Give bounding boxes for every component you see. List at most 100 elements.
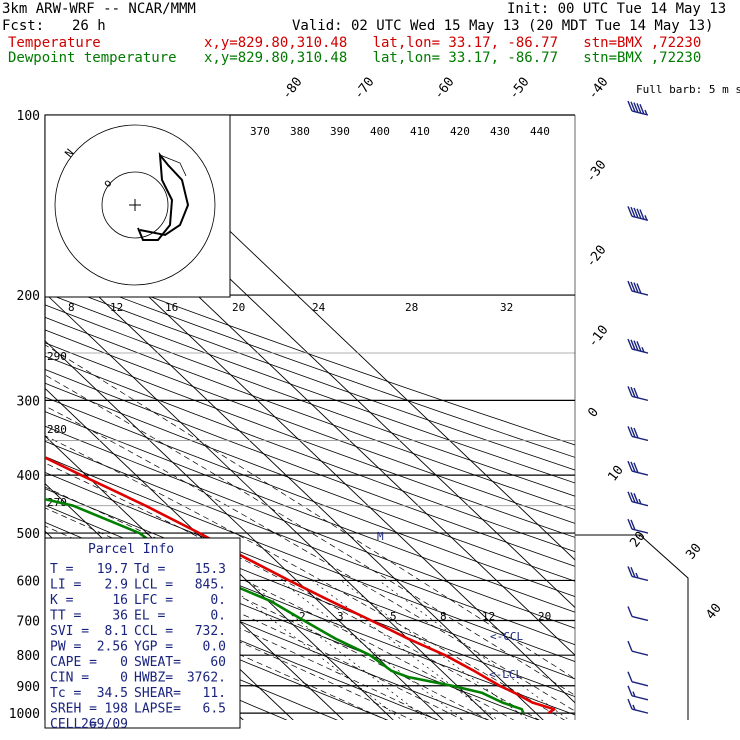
pressure-tick-label: 400	[17, 469, 40, 484]
wind-barb	[627, 566, 649, 582]
parcel-row-label: CCL =	[134, 624, 173, 639]
parcel-row-label: EL =	[134, 609, 165, 624]
dry-adiabat-line	[45, 304, 575, 497]
parcel-box-title: Parcel Info	[88, 542, 174, 557]
dry-adiabat-line	[45, 456, 575, 663]
wind-scale-label: 24	[312, 301, 326, 314]
wind-barb-flag	[627, 338, 633, 350]
wind-barb-flag	[636, 283, 642, 294]
parcel-row-label: YGP =	[134, 640, 173, 655]
hodograph: No	[44, 114, 231, 298]
wind-scale-label: 8	[68, 301, 75, 314]
parcel-row-value: 0	[120, 671, 128, 686]
parcel-row-label: CIN =	[50, 671, 89, 686]
pressure-tick-label: 1000	[9, 707, 40, 722]
parcel-info-box: Parcel Info T = 19.7 Td = 15.3 LI = 2.9 LCL = 84…	[44, 537, 241, 732]
parcel-row-label: SVI =	[50, 624, 89, 639]
pressure-tick-label: 500	[17, 527, 40, 542]
dry-adiabat-line	[45, 396, 575, 597]
wind-barb-flag	[627, 280, 633, 292]
wind-barb	[627, 206, 649, 222]
theta-label: 290	[47, 350, 67, 363]
wind-barb-legend: Full barb: 5 m s⁻¹	[636, 83, 740, 96]
right-frame-border	[575, 534, 689, 720]
wind-barb-flag	[627, 460, 633, 472]
dry-adiabat-line	[45, 488, 575, 698]
parcel-row-label: LFC =	[134, 593, 173, 608]
theta-label: 280	[47, 423, 67, 436]
isotherm-line	[45, 387, 394, 720]
annotation-label: M	[377, 530, 384, 543]
parcel-row-value: 8.1	[105, 624, 128, 639]
parcel-row-value: 60	[210, 655, 226, 670]
wind-barb	[627, 426, 649, 442]
moist-adiabat-line	[45, 486, 515, 720]
wind-barb-half	[632, 691, 636, 697]
temperature-tick-label: 40	[703, 601, 724, 623]
hodograph-trace-thin	[159, 154, 187, 177]
mixing-ratio-line	[221, 580, 403, 720]
wind-scale-label: 12	[110, 301, 123, 314]
temperature-tick-label: -70	[351, 75, 377, 103]
parcel-row-value: 0.0	[203, 640, 226, 655]
wind-barb-flag	[636, 208, 642, 219]
temperature-tick-label: -30	[583, 158, 609, 186]
parcel-row-label: CELL =	[50, 717, 97, 732]
wind-barb-flag	[630, 101, 636, 113]
parcel-row-label: SREH =	[50, 702, 97, 717]
wind-barb-flag	[627, 491, 633, 502]
wind-barb-flag	[639, 209, 645, 220]
wind-barb	[627, 100, 649, 116]
temperature-tick-label: 30	[683, 541, 704, 563]
mixing-ratio-line	[279, 580, 465, 720]
temperature-tick-label: 0	[585, 405, 602, 420]
wind-barb-flag	[633, 387, 639, 399]
hodograph-frame	[44, 114, 231, 298]
dry-adiabat-line	[45, 471, 575, 680]
wind-barb	[627, 386, 649, 402]
pressure-tick-label: 700	[17, 614, 40, 629]
dry-adiabat-line	[45, 382, 575, 582]
theta-top-label: 440	[530, 125, 550, 138]
dry-adiabat-line	[45, 355, 575, 553]
wind-barb	[627, 685, 649, 701]
wind-barb-flag	[627, 566, 633, 577]
temperature-legend-label: Temperature	[8, 35, 101, 51]
mixing-ratio-label: 5	[390, 610, 397, 623]
wind-barb-flag	[633, 427, 639, 439]
wind-barb-half	[632, 704, 636, 711]
wind-barb-flag	[627, 386, 633, 397]
wind-barb-flag	[630, 426, 636, 438]
pressure-tick-label: 900	[17, 680, 40, 695]
wind-barb-flag	[633, 282, 639, 293]
parcel-row-value: 0.	[210, 609, 226, 624]
parcel-row-label: Tc =	[50, 686, 81, 701]
dry-adiabat-line	[45, 342, 575, 538]
wind-barb	[627, 698, 649, 714]
wind-barb-flag	[627, 671, 633, 683]
wind-barb-flag	[627, 100, 633, 112]
wind-scale-label: 20	[232, 301, 245, 314]
wind-barb-staff	[631, 681, 649, 687]
parcel-row-value: 2.9	[105, 578, 128, 593]
parcel-row-label: SHEAR=	[134, 686, 181, 701]
theta-top-label: 380	[290, 125, 310, 138]
model-title: 3km ARW-WRF -- NCAR/MMM	[2, 1, 196, 17]
dry-adiabat-line	[45, 411, 575, 613]
wind-barb-flag	[633, 493, 639, 504]
mixing-ratio-label: 12	[482, 610, 495, 623]
parcel-row-value: 3762.	[187, 671, 226, 686]
wind-barb-staff	[631, 650, 649, 656]
wind-barb-flag	[627, 426, 633, 437]
theta-top-label: 370	[250, 125, 270, 138]
dry-adiabat-line	[45, 268, 575, 458]
dry-adiabat-line	[45, 595, 338, 720]
dry-adiabat-line	[45, 576, 389, 720]
wind-barb-half	[641, 346, 645, 353]
dry-adiabat-line	[45, 329, 575, 524]
wind-barb-flag	[630, 339, 636, 351]
parcel-row-label: LAPSE=	[134, 702, 181, 717]
wind-barb-flag	[633, 340, 639, 351]
